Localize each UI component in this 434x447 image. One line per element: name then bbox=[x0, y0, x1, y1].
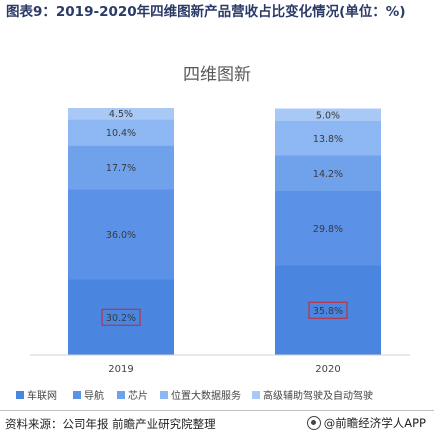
legend-label: 高级辅助驾驶及自动驾驶 bbox=[263, 389, 373, 402]
legend-label: 车联网 bbox=[27, 389, 57, 402]
legend-swatch bbox=[73, 391, 81, 399]
legend-swatch bbox=[16, 391, 24, 399]
data-label: 13.8% bbox=[313, 134, 343, 145]
brand-label: @前瞻经济学人APP bbox=[323, 416, 426, 430]
brand-logo-icon bbox=[306, 416, 321, 430]
legend-swatch bbox=[160, 391, 168, 399]
x-tick-label: 2019 bbox=[108, 364, 133, 375]
bar-segment bbox=[68, 279, 174, 355]
legend-swatch bbox=[252, 391, 260, 399]
legend-label: 导航 bbox=[84, 389, 104, 402]
footer-divider bbox=[0, 410, 434, 411]
legend-label: 位置大数据服务 bbox=[171, 389, 241, 402]
bar-segment bbox=[275, 265, 381, 355]
data-label: 4.5% bbox=[109, 109, 133, 120]
data-label: 17.7% bbox=[106, 163, 136, 174]
x-tick-label: 2020 bbox=[315, 364, 340, 375]
brand-credit: @前瞻经济学人APP bbox=[306, 415, 426, 431]
legend-label: 芯片 bbox=[128, 389, 148, 402]
x-tick-labels: 2019 2020 bbox=[108, 364, 340, 375]
source-note: 资料来源：公司年报 前瞻产业研究院整理 bbox=[5, 417, 216, 431]
bar-segment bbox=[68, 108, 174, 120]
data-label: 14.2% bbox=[313, 169, 343, 180]
bars-layer: 30.2% 36.0% 17.7% 10.4% 4.5% 35.8% 29.8% 14.2% 1… bbox=[68, 108, 381, 355]
bar-segment bbox=[275, 155, 381, 191]
bar-segment bbox=[275, 121, 381, 156]
legend: 车联网 导航 芯片 位置大数据服务 高级辅助驾驶及自动驾驶 bbox=[16, 389, 373, 402]
highlight-box bbox=[308, 301, 348, 319]
data-label: 36.0% bbox=[106, 230, 136, 241]
data-label: 29.8% bbox=[313, 224, 343, 235]
legend-swatch bbox=[117, 391, 125, 399]
bar-segment bbox=[275, 191, 381, 266]
figure-title: 图表9：2019-2020年四维图新产品营收占比变化情况(单位：%) bbox=[6, 4, 406, 20]
data-label: 30.2% bbox=[106, 313, 136, 324]
highlight-box bbox=[101, 308, 141, 326]
data-label: 35.8% bbox=[313, 306, 343, 317]
stacked-bar-chart: 四维图新 前瞻产业研究院前瞻产业研究院 30.2%36.0%17.7%10.4%… bbox=[16, 65, 410, 402]
chart-title: 四维图新 bbox=[183, 65, 251, 85]
bar-segment bbox=[68, 145, 174, 190]
data-label: 10.4% bbox=[106, 128, 136, 139]
bar-segment bbox=[68, 189, 174, 280]
data-label: 5.0% bbox=[316, 110, 340, 121]
bar-segment bbox=[68, 119, 174, 146]
bar-segment bbox=[275, 108, 381, 121]
